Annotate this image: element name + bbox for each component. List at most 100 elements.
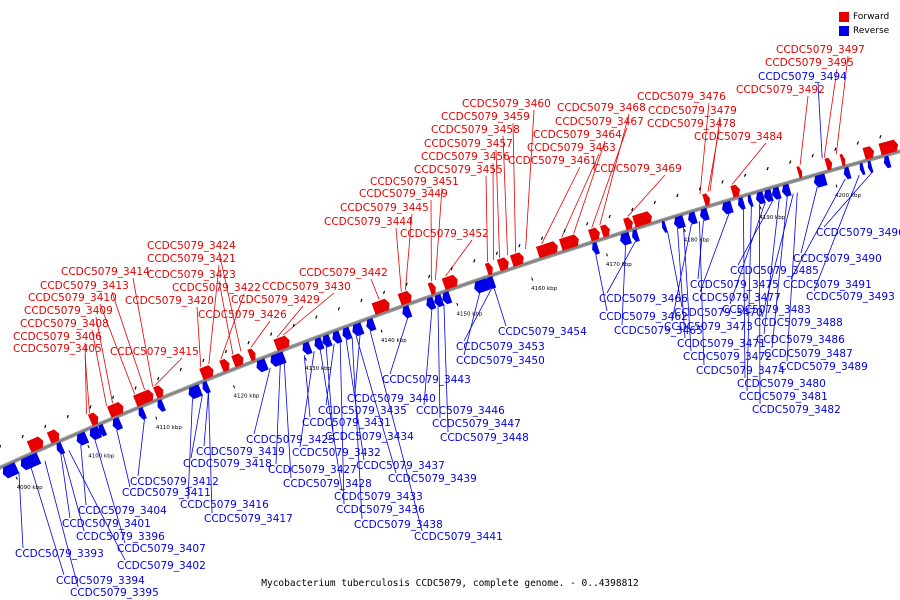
forward-gene: [839, 153, 846, 167]
reverse-gene-label: CCDC5079_3487: [764, 348, 853, 360]
forward-leader: [99, 303, 136, 395]
reverse-leader: [187, 398, 193, 500]
forward-leader: [699, 102, 710, 195]
major-tick: [606, 253, 608, 257]
reverse-gene-label: CCDC5079_3439: [388, 473, 477, 485]
forward-gene-label: CCDC5079_3463: [527, 142, 616, 154]
reverse-leader: [60, 453, 71, 519]
reverse-gene-label: CCDC5079_3404: [78, 505, 167, 517]
reverse-gene-label: CCDC5079_3401: [62, 518, 151, 530]
forward-gene-label: CCDC5079_3455: [414, 164, 503, 176]
minor-tick: [428, 274, 431, 279]
major-tick: [155, 416, 158, 420]
forward-gene: [46, 429, 60, 444]
reverse-gene: [157, 399, 166, 412]
forward-gene-label: CCDC5079_3409: [24, 305, 113, 317]
forward-gene: [26, 436, 44, 453]
reverse-leader: [18, 472, 24, 549]
reverse-leader: [325, 346, 334, 432]
forward-gene: [862, 146, 875, 160]
reverse-gene-label: CCDC5079_3485: [730, 265, 819, 277]
forward-gene-label: CCDC5079_3445: [340, 202, 429, 214]
forward-gene: [219, 358, 230, 373]
tick-label: 4090 kbp: [17, 485, 43, 491]
forward-leader: [525, 109, 535, 250]
forward-gene: [273, 335, 290, 352]
forward-gene-label: CCDC5079_3426: [198, 309, 287, 321]
reverse-gene-label: CCDC5079_3475: [690, 279, 779, 291]
legend-reverse: Reverse: [839, 24, 889, 38]
reverse-leader: [671, 223, 692, 322]
minor-tick: [247, 341, 250, 345]
reverse-gene-label: CCDC5079_3437: [356, 460, 445, 472]
reverse-gene-label: CCDC5079_3434: [325, 431, 414, 443]
reverse-gene-label: CCDC5079_3416: [180, 499, 269, 511]
major-tick: [87, 445, 90, 449]
forward-gene-label: CCDC5079_3451: [370, 176, 459, 188]
reverse-leader: [283, 362, 292, 479]
reverse-leader: [345, 339, 365, 461]
forward-leader: [282, 292, 335, 336]
reverse-gene: [592, 241, 600, 255]
minor-tick: [834, 147, 837, 151]
minor-tick: [856, 141, 860, 145]
minor-tick: [563, 229, 566, 233]
forward-leader: [395, 227, 402, 292]
minor-tick: [789, 160, 792, 164]
tick-label: 4110 kbp: [156, 425, 182, 431]
forward-gene: [397, 290, 412, 306]
reverse-leader: [817, 82, 823, 159]
reverse-gene-label: CCDC5079_3482: [752, 404, 841, 416]
forward-gene: [484, 262, 493, 276]
reverse-gene-label: CCDC5079_3474: [696, 365, 785, 377]
minor-tick: [879, 135, 882, 139]
reverse-leader: [746, 205, 752, 392]
forward-gene: [496, 257, 509, 272]
forward-gene: [796, 166, 803, 179]
reverse-gene: [256, 358, 269, 373]
forward-gene-label: CCDC5079_3452: [400, 228, 489, 240]
reverse-leader: [761, 193, 794, 318]
reverse-gene: [763, 188, 774, 202]
reverse-leader: [62, 452, 85, 532]
reverse-gene: [747, 194, 754, 208]
forward-gene: [231, 353, 244, 368]
forward-leader: [196, 306, 202, 368]
reverse-gene-label: CCDC5079_3395: [70, 587, 159, 599]
forward-gene: [87, 412, 99, 426]
reverse-gene-label: CCDC5079_3436: [336, 504, 425, 516]
forward-gene: [133, 389, 154, 407]
reverse-leader: [354, 334, 361, 394]
reverse-leader: [203, 392, 209, 447]
forward-leader: [823, 68, 838, 158]
reverse-leader: [299, 351, 315, 448]
forward-gene: [702, 193, 710, 206]
forward-gene-label: CCDC5079_3406: [13, 331, 102, 343]
minor-tick: [676, 193, 679, 198]
forward-gene-label: CCDC5079_3478: [647, 118, 736, 130]
forward-leader: [835, 55, 849, 155]
major-tick: [531, 277, 534, 281]
minor-tick: [315, 315, 318, 319]
reverse-gene-label: CCDC5079_3489: [779, 361, 868, 373]
reverse-gene-label: CCDC5079_3496: [816, 227, 900, 239]
reverse-leader: [697, 220, 704, 280]
reverse-leader: [339, 341, 345, 505]
reverse-gene-label: CCDC5079_3393: [15, 548, 104, 560]
reverse-gene-label: CCDC5079_3428: [283, 478, 372, 490]
minor-tick: [495, 251, 498, 255]
forward-gene-label: CCDC5079_3484: [694, 131, 783, 143]
reverse-leader: [667, 231, 683, 308]
forward-leader: [91, 329, 107, 406]
reverse-gene-label: CCDC5079_3450: [456, 355, 545, 367]
reverse-swatch: [839, 26, 849, 36]
reverse-leader: [80, 445, 87, 506]
reverse-leader: [319, 348, 343, 492]
forward-gene: [636, 211, 652, 227]
reverse-gene-label: CCDC5079_3470: [674, 307, 763, 319]
reverse-gene: [434, 293, 445, 308]
forward-leader: [573, 140, 606, 234]
legend-reverse-label: Reverse: [853, 26, 890, 36]
reverse-gene-label: CCDC5079_3448: [440, 432, 529, 444]
